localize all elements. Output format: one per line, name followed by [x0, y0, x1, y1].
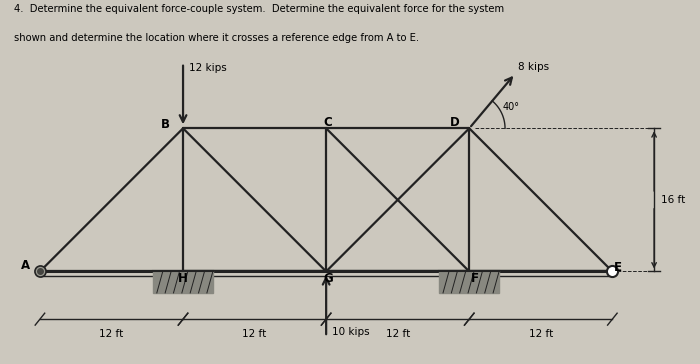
- Text: 4.  Determine the equivalent force-couple system.  Determine the equivalent forc: 4. Determine the equivalent force-couple…: [14, 4, 504, 13]
- Text: 16 ft: 16 ft: [662, 195, 685, 205]
- Text: 12 ft: 12 ft: [386, 329, 410, 339]
- Text: 40°: 40°: [503, 102, 519, 112]
- Text: 12 ft: 12 ft: [242, 329, 267, 339]
- Polygon shape: [153, 272, 213, 293]
- Text: 12 kips: 12 kips: [189, 63, 227, 73]
- Text: 10 kips: 10 kips: [332, 328, 370, 337]
- Text: A: A: [21, 259, 30, 272]
- Text: 12 ft: 12 ft: [528, 329, 553, 339]
- Text: H: H: [178, 272, 188, 285]
- Text: G: G: [323, 272, 333, 285]
- Text: C: C: [323, 116, 332, 129]
- Polygon shape: [440, 272, 499, 293]
- Text: D: D: [450, 116, 460, 129]
- Text: E: E: [615, 261, 622, 274]
- Text: F: F: [471, 272, 480, 285]
- Text: B: B: [161, 118, 169, 131]
- Text: 8 kips: 8 kips: [517, 62, 549, 72]
- Text: 12 ft: 12 ft: [99, 329, 124, 339]
- Text: shown and determine the location where it crosses a reference edge from A to E.: shown and determine the location where i…: [14, 33, 419, 43]
